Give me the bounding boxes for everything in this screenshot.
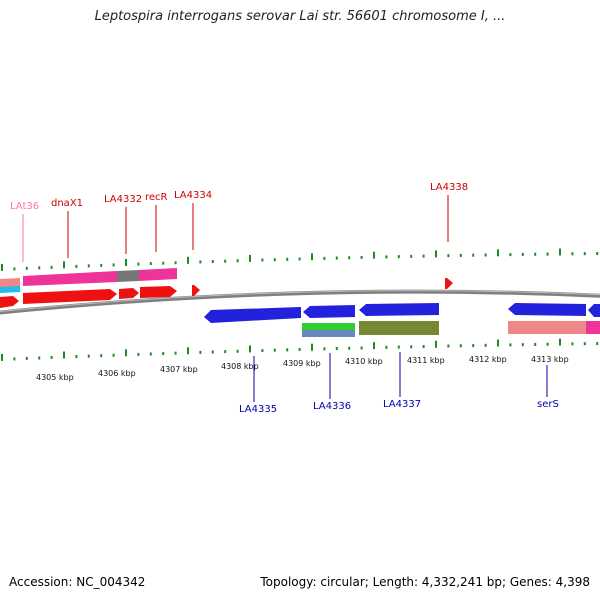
gene-block-la4332[interactable]: [117, 270, 139, 282]
gene-label-sers[interactable]: serS: [537, 399, 559, 410]
gene-block-la4337-olive[interactable]: [359, 321, 439, 335]
scale-label: 4311 kbp: [407, 356, 445, 365]
scale-label: 4307 kbp: [160, 365, 198, 374]
gene-label-dnax1[interactable]: dnaX1: [51, 198, 83, 209]
forward-cds-row: [0, 278, 453, 308]
gene-label-la4332[interactable]: LA4332: [104, 194, 142, 205]
gene-block-sers-salmon[interactable]: [508, 321, 586, 334]
cds-arrow-edge[interactable]: [588, 304, 600, 317]
gene-label-la4338[interactable]: LA4338: [430, 182, 468, 193]
cds-arrow-la4334[interactable]: [192, 285, 200, 296]
scale-labels: 4305 kbp 4306 kbp 4307 kbp 4308 kbp 4309 kbp…: [36, 355, 569, 382]
cds-arrow-la4338[interactable]: [445, 278, 453, 289]
gene-label-la4334[interactable]: LA4334: [174, 190, 212, 201]
cds-arrow-lat36[interactable]: [0, 296, 19, 308]
forward-gene-row: [0, 268, 177, 293]
scale-label: 4312 kbp: [469, 355, 507, 364]
cds-arrow-la4337[interactable]: [359, 303, 439, 316]
gene-block-lat36[interactable]: [0, 278, 20, 288]
gene-label-la4337[interactable]: LA4337: [383, 399, 421, 410]
map-title: Leptospira interrogans serovar Lai str. …: [94, 9, 506, 24]
cds-arrow-recr[interactable]: [140, 286, 177, 298]
cds-arrow-sers[interactable]: [508, 303, 586, 316]
forward-gene-labels: LAt36 dnaX1 LA4332 recR LA4334 LA4338: [10, 182, 468, 262]
gene-block-recr[interactable]: [139, 268, 177, 281]
gene-block-la4336-green[interactable]: [302, 323, 355, 330]
cds-arrow-dnax1[interactable]: [23, 289, 117, 304]
scale-label: 4313 kbp: [531, 355, 569, 364]
gene-block-la4336-steel[interactable]: [302, 330, 355, 337]
upper-tick-ruler: [1, 248, 599, 271]
reverse-gene-row: [302, 321, 600, 337]
scale-label: 4305 kbp: [36, 373, 74, 382]
gene-label-la4336[interactable]: LA4336: [313, 401, 351, 412]
scale-label: 4309 kbp: [283, 359, 321, 368]
cds-arrow-la4332[interactable]: [119, 288, 139, 299]
gene-label-la4335[interactable]: LA4335: [239, 404, 277, 415]
scale-label: 4310 kbp: [345, 357, 383, 366]
chromosome-backbone: [0, 289, 600, 315]
gene-label-recr[interactable]: recR: [145, 192, 168, 203]
reverse-cds-row: [204, 303, 600, 323]
accession-text: Accession: NC_004342: [9, 575, 146, 589]
gene-label-lat36[interactable]: LAt36: [10, 201, 39, 212]
lower-tick-ruler: [1, 338, 599, 361]
chromosome-backbone-highlight: [0, 290, 600, 313]
cds-arrow-la4336[interactable]: [303, 305, 355, 318]
topology-summary: Topology: circular; Length: 4,332,241 bp…: [260, 575, 590, 589]
gene-block-edge-pink[interactable]: [586, 321, 600, 334]
scale-label: 4306 kbp: [98, 369, 136, 378]
gene-block-dnax1[interactable]: [23, 271, 117, 286]
scale-label: 4308 kbp: [221, 362, 259, 371]
reverse-gene-labels: LA4335 LA4336 LA4337 serS: [239, 352, 559, 415]
cds-arrow-la4335[interactable]: [204, 307, 301, 323]
gene-block-cyan[interactable]: [0, 286, 20, 293]
